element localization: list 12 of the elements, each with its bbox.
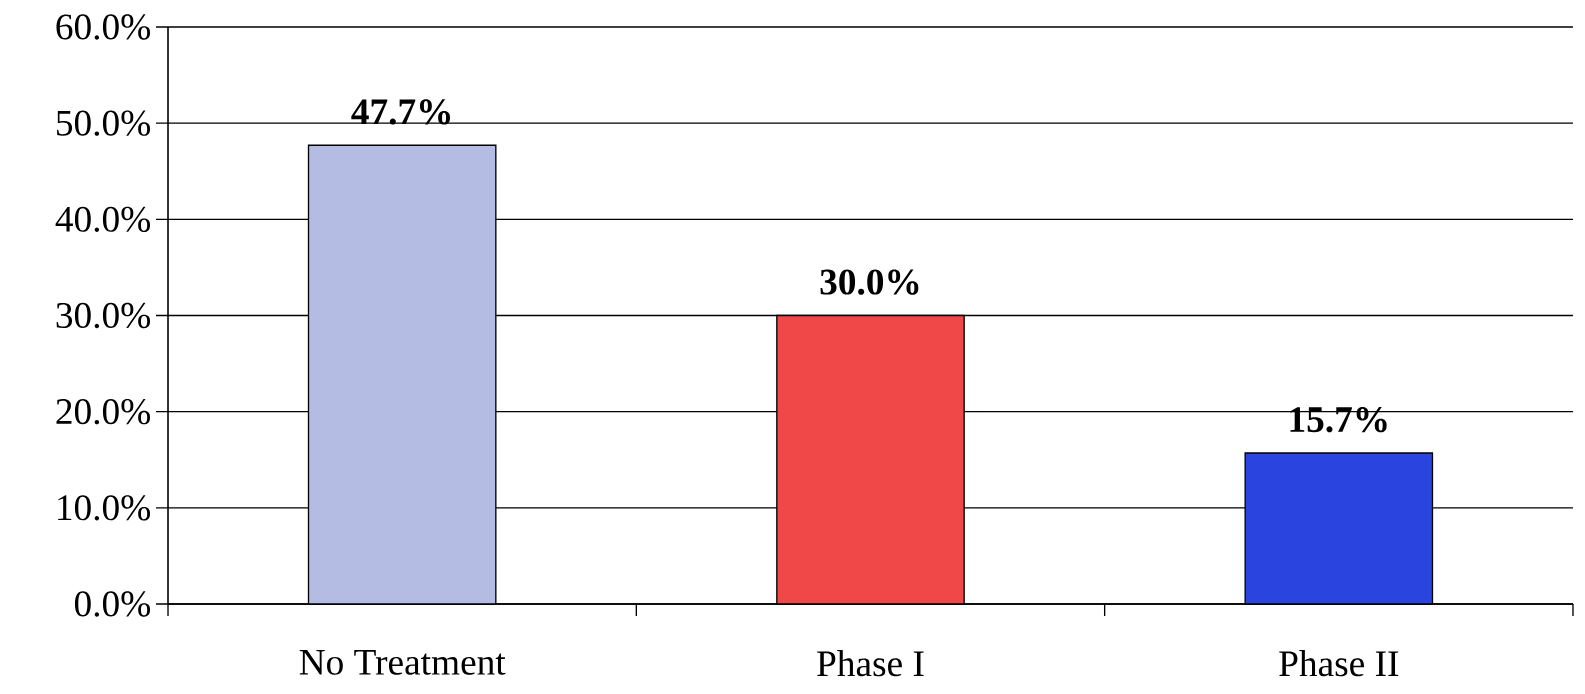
y-tick-label: 40.0%: [55, 206, 151, 233]
y-tick-label: 0.0%: [74, 591, 151, 617]
y-tick-label: 10.0%: [58, 495, 151, 521]
x-tick-label: Phase I: [817, 650, 924, 677]
y-tick-label: 60.0%: [56, 14, 151, 40]
data-label: 30.0%: [820, 269, 919, 295]
x-tick-label: No Treatment: [299, 650, 506, 675]
y-tick-label: 20.0%: [56, 399, 151, 425]
y-tick-label: 30.0%: [56, 302, 151, 329]
x-tick-label: Phase II: [1279, 650, 1399, 677]
data-label: 47.7%: [351, 99, 450, 125]
y-tick-label: 50.0%: [57, 110, 151, 136]
